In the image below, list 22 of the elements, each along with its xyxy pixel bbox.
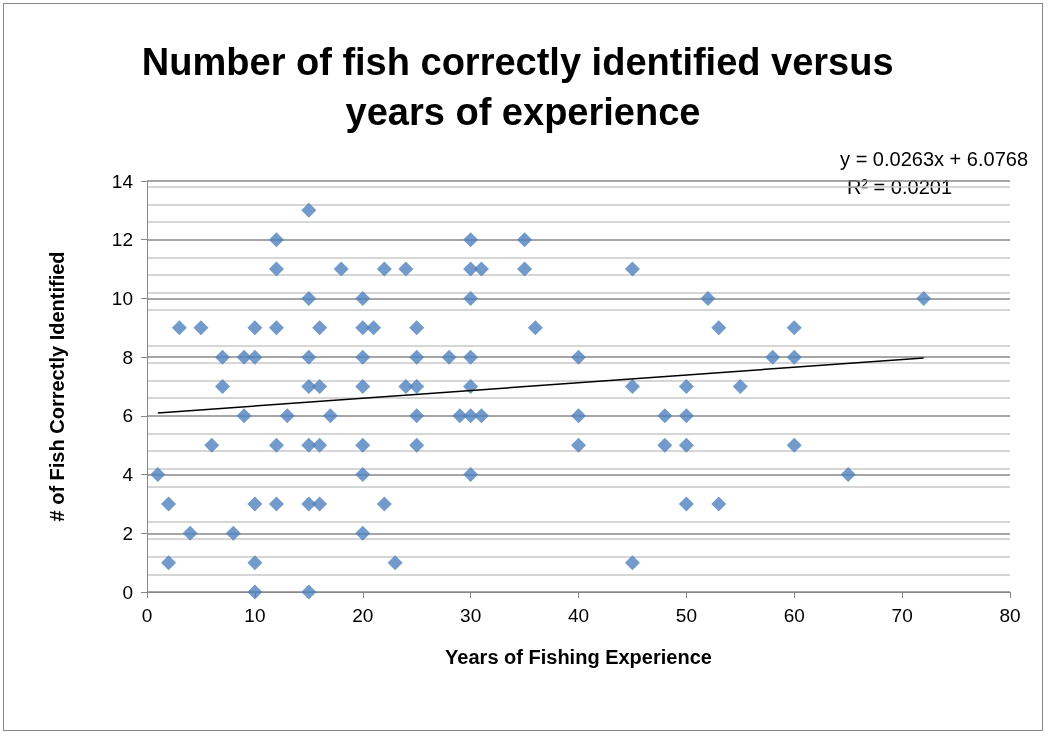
annotation: R² = 0.0201 <box>846 176 953 198</box>
y-tick-label: 0 <box>122 581 133 603</box>
y-tick-label: 10 <box>111 287 133 309</box>
y-tick-label: 2 <box>122 522 133 544</box>
y-tick-label: 12 <box>111 229 133 251</box>
x-tick-label: 20 <box>352 605 374 626</box>
y-axis-title: # of Fish Correctly Identified <box>46 251 68 522</box>
x-tick-label: 80 <box>999 605 1021 626</box>
x-tick-label: 30 <box>460 605 482 626</box>
y-tick-label: 6 <box>122 405 133 427</box>
y-tick-label: 8 <box>122 346 133 368</box>
x-tick-label: 40 <box>567 605 590 626</box>
y-tick-label: 14 <box>111 170 134 192</box>
chart-title: Number of fish correctly identified versus years of experience <box>141 41 905 133</box>
y-tick-label: 4 <box>122 464 134 486</box>
x-axis-title: Years of Fishing Experience <box>445 646 712 668</box>
x-tick-label: 70 <box>891 605 913 626</box>
x-tick-label: 0 <box>141 605 153 626</box>
x-tick-label: 50 <box>675 605 697 626</box>
x-tick-label: 10 <box>244 605 266 626</box>
text: y = 0.0263x + 6.0768 <box>840 148 1029 170</box>
x-tick-label: 60 <box>783 605 805 626</box>
